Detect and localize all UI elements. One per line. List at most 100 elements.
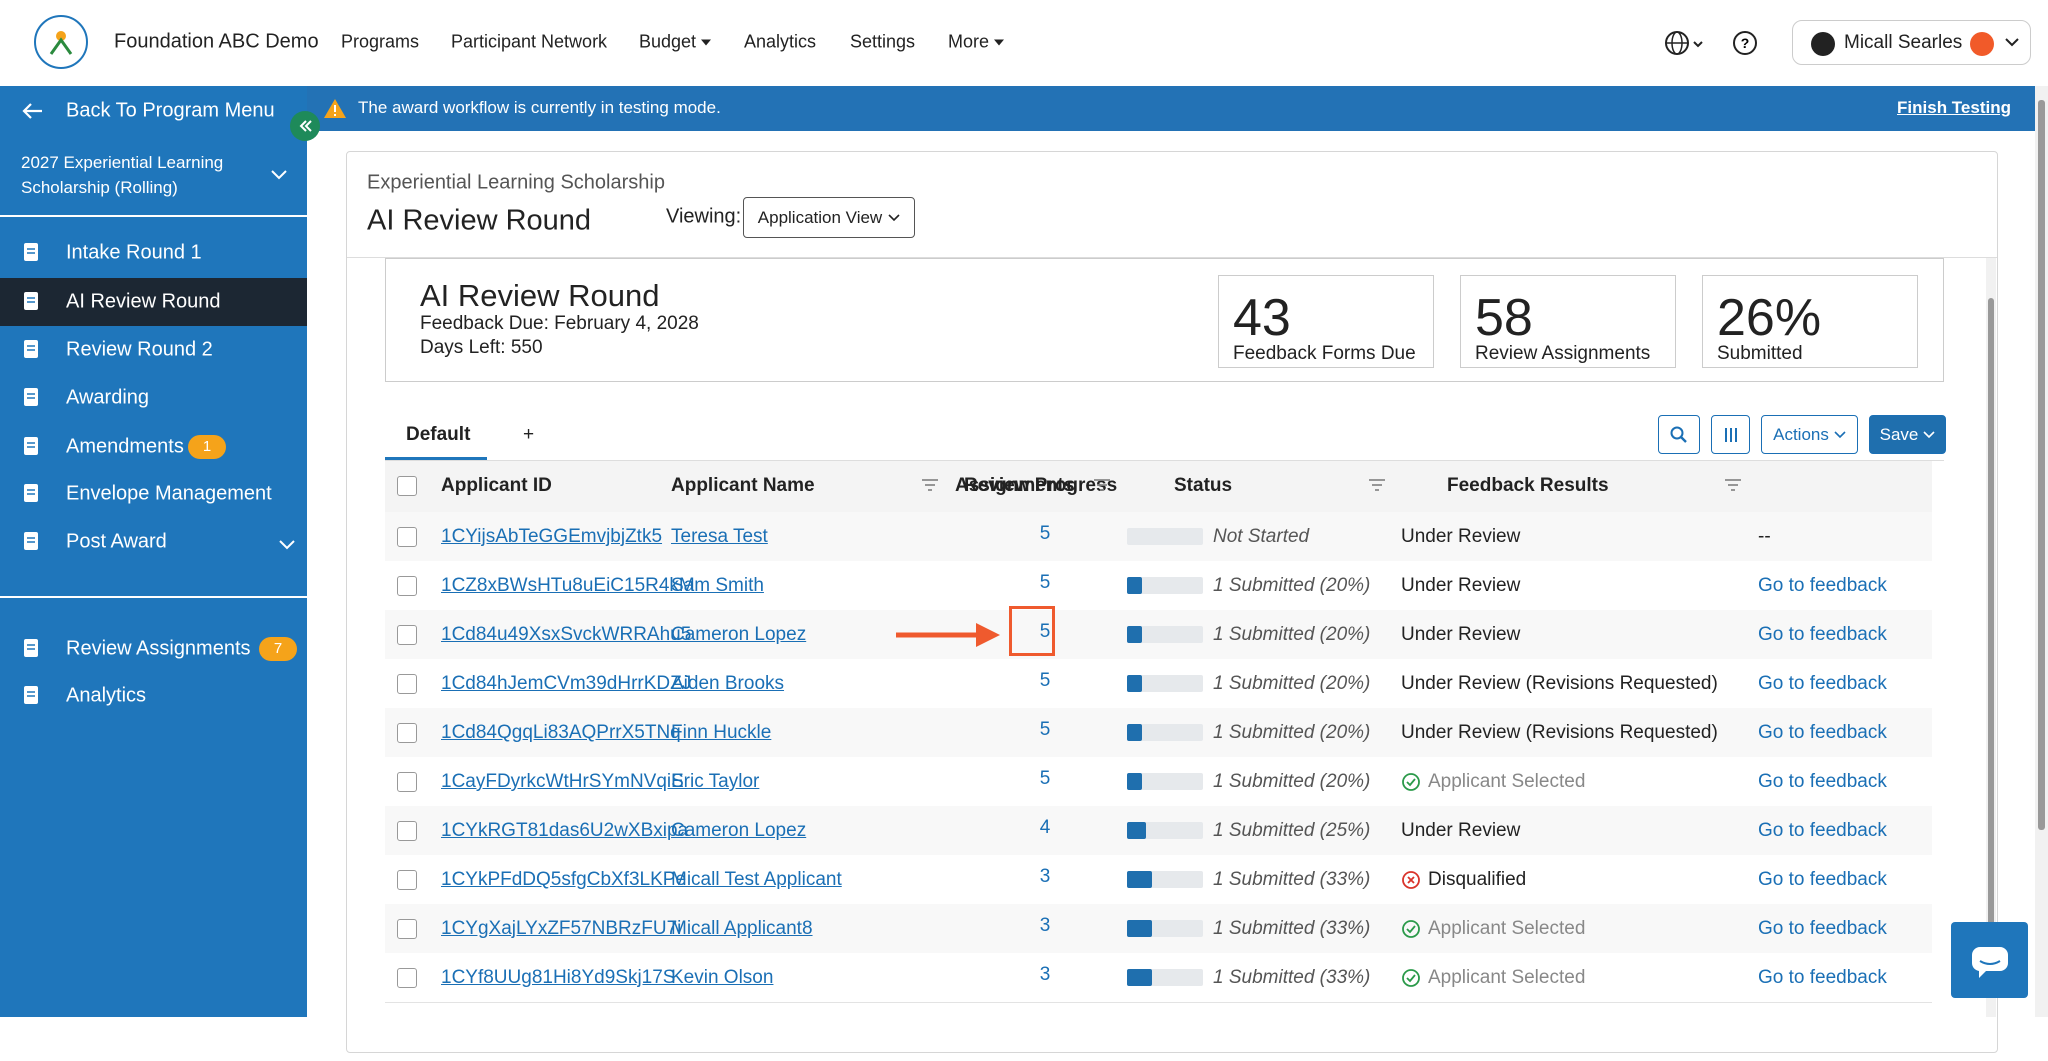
days-left: Days Left: 550 — [420, 337, 543, 358]
assignments[interactable]: 5 — [1039, 572, 1051, 593]
menu-item[interactable]: AI Review Round — [66, 290, 221, 313]
org-name[interactable]: Foundation ABC Demo — [114, 30, 319, 53]
help-button[interactable]: ? — [1732, 30, 1758, 56]
column-header[interactable]: Applicant Name — [671, 475, 815, 496]
status-icon — [1401, 772, 1421, 797]
checkbox[interactable] — [397, 576, 417, 596]
divider — [347, 257, 1997, 258]
warning-icon — [324, 99, 346, 118]
collapse-sidebar[interactable] — [290, 111, 320, 141]
applicant-name[interactable]: Cameron Lopez — [671, 820, 807, 841]
user-menu[interactable]: Micall Searles — [1792, 20, 2031, 65]
assignments[interactable]: 5 — [1039, 670, 1051, 691]
menu-item[interactable]: Review Round 2 — [66, 338, 213, 361]
applicant-id[interactable]: 1CZ8xBWsHTu8uEiC15R4kM — [441, 575, 695, 596]
applicant-id[interactable]: 1CYijsAbTeGGEmvjbjZtk5 — [441, 526, 663, 547]
assignments[interactable]: 5 — [1039, 719, 1051, 740]
applicant-name[interactable]: Cameron Lopez — [671, 624, 807, 645]
column-header[interactable]: Review Progress — [964, 475, 1118, 496]
back-link[interactable]: Back To Program Menu — [66, 99, 275, 122]
checkbox[interactable] — [397, 625, 417, 645]
feedback-link[interactable]: Go to feedback — [1758, 673, 1887, 694]
feedback-link[interactable]: Go to feedback — [1758, 820, 1887, 841]
column-header[interactable]: Feedback Results — [1447, 475, 1609, 496]
tab[interactable]: + — [523, 424, 535, 445]
search-button[interactable] — [1658, 415, 1700, 454]
nav-item[interactable]: Budget — [639, 31, 712, 53]
menu-item[interactable]: Amendments — [66, 435, 184, 458]
applicant-id[interactable]: 1CYkPFdDQ5sfgCbXf3LKPe — [441, 869, 687, 890]
view-select[interactable]: Application View — [743, 197, 915, 238]
feedback-link[interactable]: Go to feedback — [1758, 722, 1887, 743]
assignments[interactable]: 5 — [1039, 523, 1051, 544]
checkbox[interactable] — [397, 674, 417, 694]
applicant-name[interactable]: Teresa Test — [671, 526, 768, 547]
checkbox[interactable] — [397, 919, 417, 939]
nav-item[interactable]: Settings — [850, 32, 915, 53]
feedback-link[interactable]: Go to feedback — [1758, 575, 1887, 596]
assignments[interactable]: 3 — [1039, 964, 1051, 985]
actions-button[interactable]: Actions — [1761, 415, 1858, 454]
feedback-link[interactable]: Go to feedback — [1758, 967, 1887, 988]
column-header[interactable]: Status — [1174, 475, 1233, 496]
program-selector[interactable]: 2027 Experiential Learning Scholarship (… — [21, 153, 224, 197]
assignments[interactable]: 4 — [1039, 817, 1051, 838]
nav-item[interactable]: Analytics — [744, 32, 816, 53]
applicant-id[interactable]: 1CYkRGT81das6U2wXBxipa — [441, 820, 689, 841]
applicant-name[interactable]: Micall Test Applicant — [671, 869, 842, 890]
checkbox[interactable] — [397, 772, 417, 792]
nav-label: Budget — [639, 31, 697, 52]
applicant-name[interactable]: Finn Huckle — [671, 722, 772, 743]
applicant-id[interactable]: 1CYf8UUg81Hi8Yd9Skj17S — [441, 967, 676, 988]
feedback-due: Feedback Due: February 4, 2028 — [420, 313, 699, 334]
feedback-link[interactable]: Go to feedback — [1758, 624, 1887, 645]
menu-item[interactable]: Post Award — [66, 530, 167, 553]
assignments[interactable]: 5 — [1039, 768, 1051, 789]
checkbox[interactable] — [397, 821, 417, 841]
feedback-link[interactable]: Go to feedback — [1758, 869, 1887, 890]
applicant-id[interactable]: 1Cd84hJemCVm39dHrrKDZJ — [441, 673, 692, 694]
applicant-id[interactable]: 1CayFDyrkcWtHrSYmNVqiS — [441, 771, 684, 792]
applicant-name[interactable]: Sam Smith — [671, 575, 764, 596]
columns-button[interactable] — [1711, 415, 1750, 454]
nav-item[interactable]: Participant Network — [451, 32, 607, 53]
checkbox[interactable] — [397, 968, 417, 988]
menu-item[interactable]: Intake Round 1 — [66, 241, 202, 264]
finish-testing[interactable]: Finish Testing — [1897, 98, 2011, 117]
menu-item[interactable]: Awarding — [66, 386, 150, 409]
menu-item[interactable]: Analytics — [66, 684, 147, 707]
assignments[interactable]: 5 — [1039, 621, 1051, 642]
checkbox[interactable] — [397, 870, 417, 890]
column-header[interactable]: Applicant ID — [441, 475, 552, 496]
content-card: Experiential Learning Scholarship AI Rev… — [346, 151, 1998, 1053]
applicant-name[interactable]: Micall Applicant8 — [671, 918, 813, 939]
feedback-link[interactable]: Go to feedback — [1758, 771, 1887, 792]
save-button[interactable]: Save — [1869, 415, 1946, 454]
applicant-name[interactable]: Eric Taylor — [671, 771, 760, 792]
nav-item[interactable]: More — [948, 32, 1005, 53]
assignments[interactable]: 3 — [1039, 915, 1051, 936]
applicant-name[interactable]: Kevin Olson — [671, 967, 774, 988]
progress-track — [1127, 626, 1203, 643]
language-menu[interactable] — [1664, 30, 1710, 56]
applicant-id[interactable]: 1Cd84u49XsxSvckWRRAhu5 — [441, 624, 692, 645]
applicant-id[interactable]: 1Cd84QgqLi83AQPrrX5TNq — [441, 722, 681, 743]
feedback-link: -- — [1758, 526, 1771, 547]
checkbox[interactable] — [397, 527, 417, 547]
logo[interactable] — [33, 14, 89, 70]
checkbox[interactable] — [397, 476, 417, 496]
feedback-link[interactable]: Go to feedback — [1758, 918, 1887, 939]
assignments[interactable]: 3 — [1039, 866, 1051, 887]
chat-button[interactable] — [1951, 922, 2028, 998]
progress-label: 1 Submitted (20%) — [1213, 624, 1371, 645]
column-header[interactable]: Assignments — [955, 475, 1075, 496]
menu-item[interactable]: Envelope Management — [66, 482, 272, 505]
applicant-name[interactable]: Aiden Brooks — [671, 673, 785, 694]
checkbox[interactable] — [397, 723, 417, 743]
tab[interactable]: Default — [406, 424, 471, 445]
nav-item[interactable]: Programs — [341, 32, 419, 53]
progress-fill — [1127, 822, 1146, 839]
applicant-id[interactable]: 1CYgXajLYxZF57NBRzFU7i — [441, 918, 682, 939]
menu-item[interactable]: Review Assignments — [66, 637, 251, 660]
status: Under Review — [1401, 575, 1521, 596]
